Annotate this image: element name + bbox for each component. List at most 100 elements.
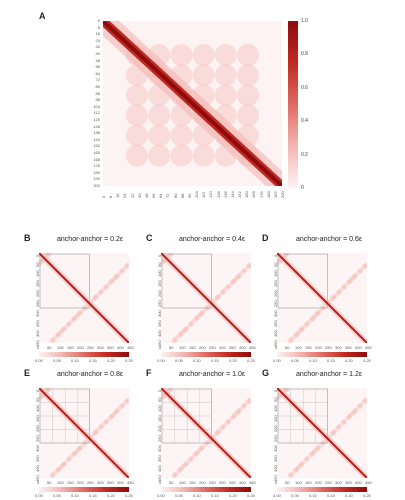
heatmap-b-speckle xyxy=(97,290,103,296)
heatmap-d-speckle xyxy=(289,336,295,342)
heatmap-d-speckle xyxy=(297,328,303,334)
heatmap-b-speckle xyxy=(112,275,118,281)
heatmap-e-diagonal xyxy=(39,388,129,478)
heatmap-f-speckle xyxy=(187,457,193,463)
row-tick-label: 300 xyxy=(157,445,162,452)
heatmap-b-speckle xyxy=(91,296,97,302)
heatmap-g-speckle xyxy=(335,425,341,431)
heatmap-d-speckle xyxy=(311,314,317,320)
panel-label-g: G xyxy=(262,368,270,378)
heatmap-d-speckle xyxy=(310,315,316,321)
col-tick-label: 150 xyxy=(67,480,74,485)
heatmap-e-speckle xyxy=(55,467,61,473)
col-tick-label: 150 xyxy=(67,345,74,350)
col-tick-label: 128 xyxy=(215,191,221,198)
col-tick-label: 24 xyxy=(122,193,128,198)
row-tick-label: 350 xyxy=(273,455,278,462)
heatmap-b-speckle xyxy=(104,283,110,289)
heatmap-f-speckle xyxy=(194,450,200,456)
row-tick-label: 24 xyxy=(95,37,100,43)
heatmap-e-speckle xyxy=(54,468,60,474)
heatmap-g-speckle xyxy=(352,408,358,414)
heatmap-d-box xyxy=(277,253,328,309)
heatmap-f-speckle xyxy=(176,468,182,474)
row-tick-label: 50 xyxy=(273,397,278,402)
heatmap-d-speckle xyxy=(351,274,357,280)
heatmap-g-speckle xyxy=(309,451,315,457)
heatmap-f xyxy=(161,388,251,478)
row-tick-label: 200 xyxy=(157,290,162,297)
heatmap-g-speckle xyxy=(313,447,319,453)
panel-label-d: D xyxy=(262,233,269,243)
row-tick-label: 112 xyxy=(93,110,100,116)
heatmap-d-speckle xyxy=(331,294,337,300)
heatmap-b-speckle xyxy=(114,273,120,279)
row-tick-label: 200 xyxy=(273,290,278,297)
row-tick-label: 200 xyxy=(157,425,162,432)
heatmap-f-speckle xyxy=(221,423,227,429)
colorbar-tick-label: 0.25 xyxy=(363,358,371,363)
heatmap-c-speckle xyxy=(234,275,240,281)
heatmap-c-speckle xyxy=(246,263,251,269)
heatmap-e-speckle xyxy=(109,413,115,419)
row-tick-label: 160 xyxy=(93,150,100,155)
heatmap-g-speckle xyxy=(310,450,316,456)
row-tick-label: 400 xyxy=(273,465,278,472)
col-tick-label: 250 xyxy=(209,345,216,350)
colorbar-tick-label: 0.15 xyxy=(89,358,97,363)
heatmap-b-speckle xyxy=(125,262,129,268)
heatmap-c-speckle xyxy=(231,278,237,284)
heatmap-f-diagonal xyxy=(161,388,251,478)
col-tick-label: 200 xyxy=(280,191,285,198)
heatmap-b-speckle xyxy=(99,288,105,294)
col-tick-label: 400 xyxy=(117,345,124,350)
heatmap-e-speckle xyxy=(125,397,129,403)
heatmap-b-speckle xyxy=(120,267,126,273)
heatmap-d-speckle xyxy=(303,322,309,328)
panel-title-b: anchor-anchor = 0.2ε xyxy=(57,236,123,243)
colorbar-tick-label: 0.00 xyxy=(273,358,281,363)
heatmap-f-speckle xyxy=(214,430,220,436)
col-tick-label: 150 xyxy=(305,480,312,485)
heatmap-e-speckle xyxy=(75,447,81,453)
heatmap-f-speckle xyxy=(173,471,179,477)
heatmap-d-speckle xyxy=(350,275,356,281)
heatmap-c-speckle xyxy=(203,306,209,312)
row-tick-label: 100 xyxy=(157,405,162,412)
heatmap-c-speckle xyxy=(178,331,184,337)
row-tick-label: 200 xyxy=(93,183,100,188)
heatmap-g-speckle xyxy=(363,397,367,403)
row-tick-label: 176 xyxy=(93,163,100,169)
heatmap-e-speckle xyxy=(51,471,57,477)
heatmap-f-speckle xyxy=(213,431,219,437)
heatmap-f-speckle xyxy=(199,445,205,451)
heatmap-b-speckle xyxy=(102,285,108,291)
col-tick-label: 250 xyxy=(87,345,94,350)
heatmap-a-block xyxy=(170,44,193,66)
heatmap-d-speckle xyxy=(330,295,336,301)
col-tick-label: 250 xyxy=(325,345,332,350)
heatmap-e-speckle xyxy=(103,419,109,425)
colorbar-tick-label: 0.05 xyxy=(175,358,183,363)
colorbar-tick-label: 0.20 xyxy=(229,358,237,363)
colorbar-tick-label: 0.05 xyxy=(291,493,299,498)
row-tick-label: 50 xyxy=(157,397,162,402)
col-tick-label: 0 xyxy=(37,345,40,350)
panel-title-d: anchor-anchor = 0.6ε xyxy=(296,236,362,243)
row-tick-label: 88 xyxy=(95,90,100,96)
heatmap-d-speckle xyxy=(362,263,367,269)
colorbar-tick-label: 0.05 xyxy=(53,358,61,363)
row-tick-label: 400 xyxy=(157,465,162,472)
col-tick-label: 250 xyxy=(87,480,94,485)
heatmap-f-speckle xyxy=(236,408,242,414)
heatmap-a-block xyxy=(236,84,259,107)
heatmap-e-speckle xyxy=(77,445,83,451)
heatmap-g-speckle xyxy=(319,441,325,447)
col-tick-label: 8 xyxy=(108,195,114,198)
heatmap-b-diagonal xyxy=(39,253,129,343)
heatmap-b-speckle xyxy=(70,317,76,323)
heatmap-g-speckle xyxy=(356,404,362,410)
col-tick-label: 112 xyxy=(201,191,207,198)
heatmap-e-speckle xyxy=(123,399,129,405)
heatmap-a-block xyxy=(170,144,193,167)
